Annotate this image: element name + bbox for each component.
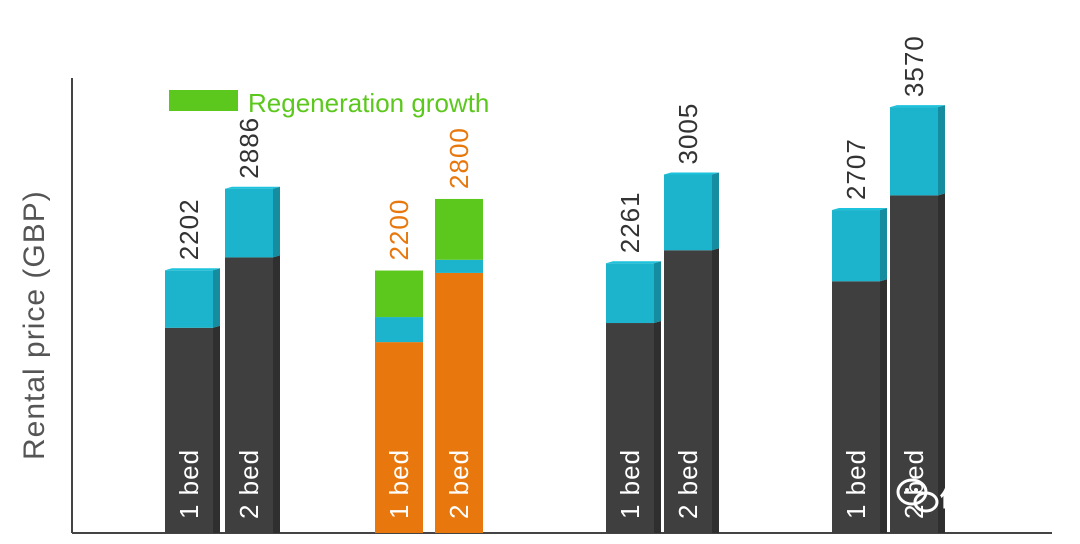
- bar-mid-side-group-1-2-bed: [273, 186, 280, 258]
- value-label-group-2-1-bed: 2200: [384, 199, 414, 261]
- bed-label-group-2-1-bed: 1 bed: [384, 449, 414, 519]
- bar-top-group-1-1-bed: [165, 268, 220, 271]
- bar-base-group-1-1-bed: [165, 327, 213, 533]
- bar-mid-group-3-1-bed: [606, 263, 654, 324]
- value-label-group-4-1-bed: 2707: [841, 138, 871, 200]
- bar-base-group-2-1-bed: [375, 342, 423, 533]
- bed-label-group-1-1-bed: 1 bed: [174, 449, 204, 519]
- bar-base-side-group-3-1-bed: [654, 321, 661, 533]
- watermark-text: 伦敦房叔: [940, 484, 1037, 512]
- legend-label-regeneration-growth: Regeneration growth: [248, 88, 489, 118]
- bar-base-group-2-2-bed: [435, 272, 483, 533]
- bed-label-group-4-1-bed: 1 bed: [841, 449, 871, 519]
- bar-base-group-3-2-bed: [664, 250, 712, 534]
- bar-base-side-group-4-1-bed: [880, 279, 887, 533]
- bar-base-group-1-2-bed: [225, 257, 273, 533]
- bar-mid-side-group-4-2-bed: [938, 105, 945, 196]
- bar-top-group-4-2-bed: [890, 105, 945, 108]
- bars-layer: [165, 105, 945, 534]
- bar-mid-group-2-2-bed: [435, 259, 483, 273]
- bar-mid-group-1-2-bed: [225, 188, 273, 258]
- bar-mid-group-3-2-bed: [664, 174, 712, 251]
- legend-swatch-regeneration-growth: [169, 90, 238, 111]
- bar-base-group-3-1-bed: [606, 323, 654, 533]
- bar-mid-group-4-1-bed: [832, 210, 880, 282]
- wechat-icon: [896, 478, 939, 513]
- bar-mid-group-1-1-bed: [165, 270, 213, 328]
- bar-base-side-group-3-2-bed: [712, 248, 719, 534]
- legend: Regeneration growth: [169, 88, 489, 118]
- bar-growth-group-2-2-bed: [435, 198, 483, 260]
- bar-mid-side-group-3-1-bed: [654, 261, 661, 324]
- bed-label-group-3-1-bed: 1 bed: [615, 449, 645, 519]
- bar-base-group-4-1-bed: [832, 281, 880, 533]
- bar-mid-side-group-3-2-bed: [712, 172, 719, 251]
- bed-label-group-3-2-bed: 2 bed: [673, 449, 703, 519]
- bed-label-group-2-2-bed: 2 bed: [444, 449, 474, 519]
- bar-mid-side-group-4-1-bed: [880, 208, 887, 282]
- value-label-group-4-2-bed: 3570: [899, 35, 929, 97]
- value-label-group-3-2-bed: 3005: [673, 103, 703, 165]
- bar-mid-group-4-2-bed: [890, 107, 938, 196]
- bar-top-group-3-2-bed: [664, 172, 719, 175]
- bar-top-group-3-1-bed: [606, 261, 661, 264]
- bar-mid-side-group-1-1-bed: [213, 268, 220, 328]
- value-label-group-2-2-bed: 2800: [444, 127, 474, 189]
- bar-top-group-4-1-bed: [832, 208, 887, 211]
- bar-growth-group-2-1-bed: [375, 270, 423, 318]
- y-axis-title: Rental price (GBP): [18, 190, 51, 460]
- bar-base-group-4-2-bed: [890, 195, 938, 533]
- bar-base-side-group-4-2-bed: [938, 193, 945, 533]
- labels-layer: 2202 1 bed 2886 2 bed 2200 1 bed 2800 2 bed 2261…: [174, 35, 929, 519]
- bar-mid-group-2-1-bed: [375, 317, 423, 343]
- bar-base-side-group-1-1-bed: [213, 325, 220, 533]
- watermark: 伦敦房叔: [896, 478, 1037, 513]
- bar-top-group-1-2-bed: [225, 186, 280, 189]
- value-label-group-1-1-bed: 2202: [174, 198, 204, 260]
- bed-label-group-1-2-bed: 2 bed: [234, 449, 264, 519]
- value-label-group-3-1-bed: 2261: [615, 191, 645, 253]
- bar-base-side-group-1-2-bed: [273, 255, 280, 533]
- value-label-group-1-2-bed: 2886: [234, 117, 264, 179]
